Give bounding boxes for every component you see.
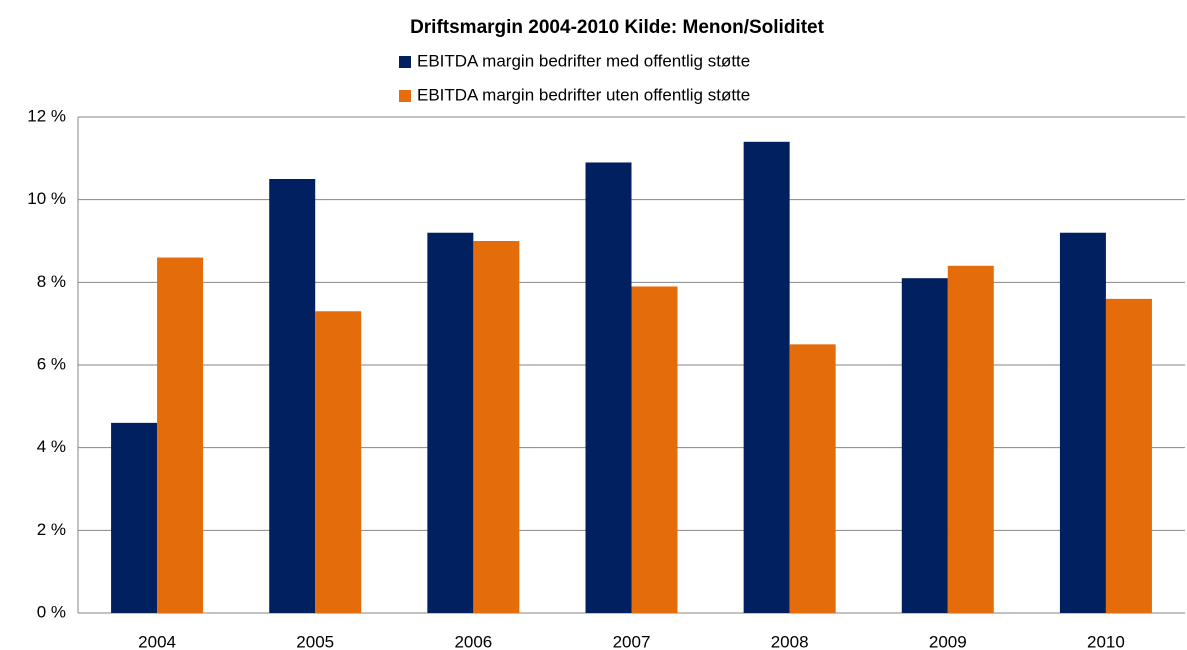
bar	[157, 257, 204, 613]
y-tick-label: 0 %	[37, 602, 66, 621]
bar	[901, 278, 948, 613]
bar	[269, 179, 316, 613]
bar	[111, 422, 158, 613]
bar	[947, 265, 994, 613]
x-tick-label: 2004	[138, 632, 176, 650]
y-tick-label: 8 %	[37, 272, 66, 291]
bar	[427, 232, 474, 613]
x-tick-label: 2007	[613, 632, 651, 650]
x-tick-label: 2009	[929, 632, 967, 650]
bar	[743, 141, 790, 614]
legend-swatch	[399, 90, 411, 102]
y-tick-label: 4 %	[37, 437, 66, 456]
x-tick-label: 2005	[296, 632, 334, 650]
y-tick-label: 2 %	[37, 520, 66, 539]
x-tick-label: 2006	[454, 632, 492, 650]
bar	[1059, 232, 1106, 613]
chart-title: Driftsmargin 2004-2010 Kilde: Menon/Soli…	[410, 17, 825, 38]
bar	[631, 286, 678, 613]
legend-label: EBITDA margin bedrifter uten offentlig s…	[417, 85, 750, 104]
x-tick-label: 2008	[771, 632, 809, 650]
bar	[789, 344, 836, 613]
bar	[585, 162, 632, 613]
x-tick-label: 2010	[1087, 632, 1125, 650]
bar	[473, 241, 520, 613]
bar	[315, 311, 362, 613]
y-tick-label: 10 %	[27, 189, 66, 208]
legend-label: EBITDA margin bedrifter med offentlig st…	[417, 51, 750, 70]
bar	[1105, 298, 1152, 613]
y-tick-label: 12 %	[27, 106, 66, 125]
legend-swatch	[399, 56, 411, 68]
y-tick-label: 6 %	[37, 354, 66, 373]
